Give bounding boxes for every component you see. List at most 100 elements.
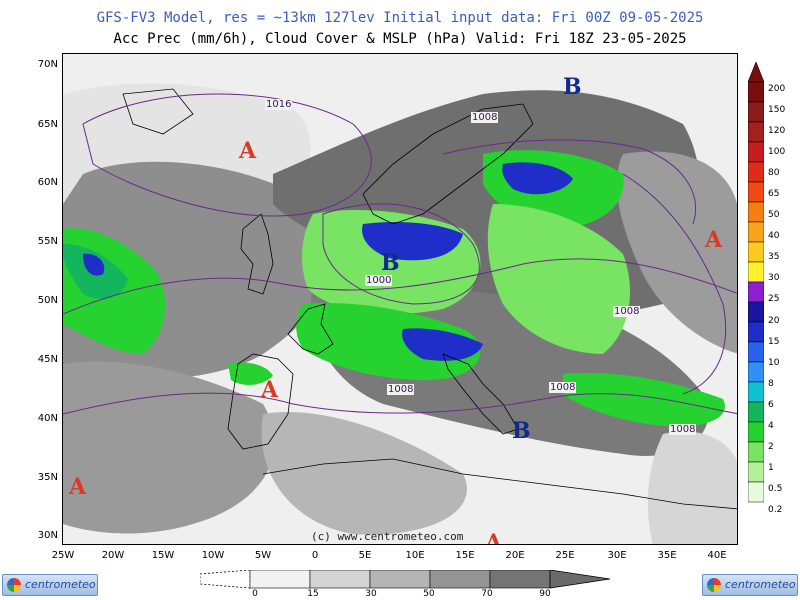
- cloud-legend-swatch: [249, 570, 311, 589]
- cloud-area-mediterranean: [261, 412, 467, 535]
- lat-label: 55N: [37, 236, 58, 247]
- cloud-legend-swatch: [309, 570, 371, 589]
- isobar-label: 1008: [669, 424, 697, 435]
- high-pressure-north-atlantic: A: [239, 138, 257, 164]
- lon-label: 20E: [505, 550, 525, 561]
- legend-swatch: [748, 141, 764, 163]
- isobar-north-sea-low: [322, 203, 480, 305]
- legend-label: 30: [768, 273, 780, 284]
- precip-black-sea: [563, 373, 725, 427]
- cloud-area-atlantic-south: [63, 361, 275, 534]
- cloud-area-russia: [616, 151, 737, 354]
- coastline-france: [287, 303, 334, 355]
- lat-label: 65N: [37, 119, 58, 130]
- legend-swatch: [748, 381, 764, 403]
- cloud-legend-swatch: [429, 570, 491, 589]
- isobar-label: 1008: [387, 384, 415, 395]
- cloud-legend-swatch: [489, 570, 551, 589]
- isobar-iceland-high: [82, 93, 372, 217]
- lon-label: 35E: [657, 550, 677, 561]
- logo-text: centrometeo: [25, 578, 96, 591]
- isobar-east: [622, 173, 727, 395]
- legend-label: 15: [768, 336, 780, 347]
- centrometeo-logo-left[interactable]: centrometeo: [2, 574, 98, 596]
- high-pressure-iberia: A: [261, 377, 279, 403]
- legend-label: 0.2: [768, 504, 783, 515]
- legend-swatch: [748, 161, 764, 183]
- lon-label: 25E: [555, 550, 575, 561]
- isobar-label: 1008: [549, 382, 577, 393]
- legend-label: 20: [768, 315, 780, 326]
- isobar-label: 1008: [471, 112, 499, 123]
- coastline-britain: [240, 213, 274, 295]
- isobar-north: [442, 139, 697, 225]
- lat-label: 50N: [37, 295, 58, 306]
- lat-label: 30N: [37, 530, 58, 541]
- legend-label: 25: [768, 294, 780, 305]
- precipitation-legend-bar: [748, 62, 764, 503]
- legend-label: 8: [768, 378, 774, 389]
- legend-label: 2: [768, 441, 774, 452]
- legend-swatch: [748, 281, 764, 303]
- map-title: GFS-FV3 Model, res = ~13km 127lev Initia…: [96, 10, 704, 26]
- coastline-iberia: [227, 353, 294, 450]
- isobar-label: 1000: [365, 275, 393, 286]
- legend-label: 100: [768, 147, 786, 158]
- lon-label: 20W: [101, 550, 125, 561]
- legend-swatch: [748, 401, 764, 423]
- legend-swatch: [748, 261, 764, 283]
- legend-label: 50: [768, 210, 780, 221]
- cloud-legend-label: 30: [365, 589, 377, 599]
- lat-label: 35N: [37, 472, 58, 483]
- lon-label: 40E: [707, 550, 727, 561]
- lat-label: 60N: [37, 177, 58, 188]
- legend-label: 40: [768, 231, 780, 242]
- legend-swatch: [748, 101, 764, 123]
- lon-label: 30E: [607, 550, 627, 561]
- legend-swatch: [748, 321, 764, 343]
- legend-arrow-top: [748, 62, 764, 83]
- lon-label: 10E: [405, 550, 425, 561]
- lon-label: 15E: [455, 550, 475, 561]
- centrometeo-logo-right[interactable]: centrometeo: [702, 574, 798, 596]
- isobar-central: [63, 258, 737, 315]
- precip-iberia-north: [228, 362, 273, 385]
- weather-map: A A A A A B B B 1016 1008 1000 1008 1008…: [62, 53, 738, 545]
- logo-icon: [7, 578, 21, 592]
- legend-label: 150: [768, 105, 786, 116]
- cloud-cover-legend-bar: [200, 570, 610, 589]
- precip-baltic-core: [502, 162, 573, 195]
- legend-swatch: [748, 341, 764, 363]
- low-pressure-aegean: B: [512, 418, 531, 444]
- logo-text: centrometeo: [725, 578, 796, 591]
- precip-atlantic-west-peak: [83, 253, 105, 276]
- logo-icon: [707, 578, 721, 592]
- legend-swatch: [748, 81, 764, 103]
- lon-label: 10W: [201, 550, 225, 561]
- isobar-south: [63, 392, 737, 415]
- coastline-north-africa: [262, 458, 737, 510]
- legend-label: 6: [768, 399, 774, 410]
- low-pressure-north-sea: B: [381, 250, 400, 276]
- cloud-legend-label: 0: [252, 589, 258, 599]
- legend-swatch: [748, 421, 764, 443]
- lat-label: 40N: [37, 413, 58, 424]
- legend-label: 35: [768, 252, 780, 263]
- legend-label: 65: [768, 189, 780, 200]
- lon-label: 25W: [51, 550, 75, 561]
- legend-swatch: [748, 121, 764, 143]
- legend-label: 200: [768, 84, 786, 94]
- map-credit: (c) www.centrometeo.com: [311, 530, 464, 543]
- legend-label: 4: [768, 420, 774, 431]
- cloud-legend-arrow-left: [200, 570, 251, 589]
- coastline-italy: [442, 353, 519, 435]
- cloud-legend-label: 70: [481, 589, 493, 599]
- legend-swatch: [748, 301, 764, 323]
- cloud-legend-label: 50: [423, 589, 435, 599]
- cloud-legend-arrow-right: [549, 570, 610, 589]
- lon-label: 5W: [254, 550, 272, 561]
- legend-swatch: [748, 221, 764, 243]
- legend-swatch: [748, 361, 764, 383]
- high-pressure-russia: A: [705, 227, 723, 253]
- legend-label: 10: [768, 357, 780, 368]
